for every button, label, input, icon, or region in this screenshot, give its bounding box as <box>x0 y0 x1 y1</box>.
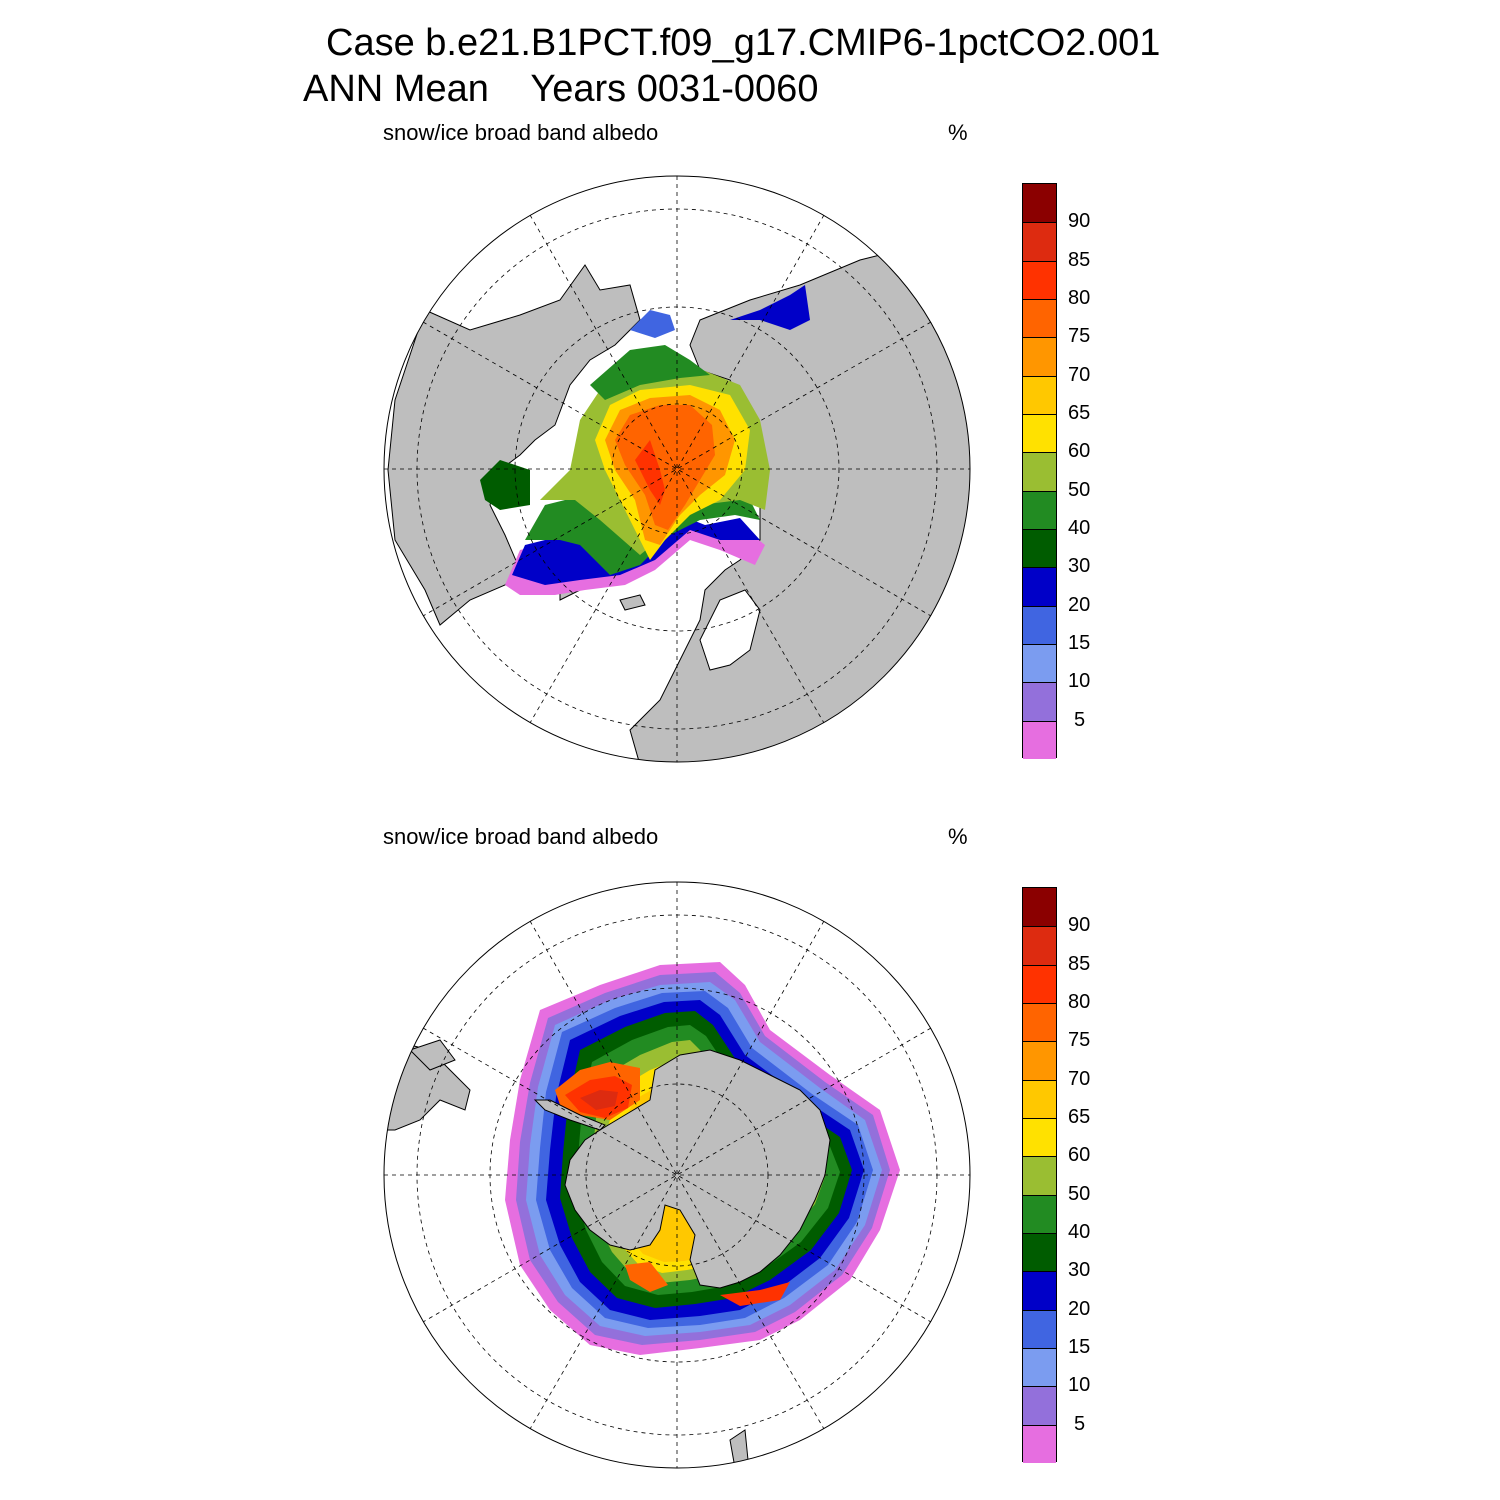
south-map-border <box>383 881 971 1469</box>
colorbar-tick-label: 15 <box>1068 1336 1091 1358</box>
north-ice-bering <box>630 310 675 338</box>
colorbar-tick-label: 50 <box>1068 478 1091 501</box>
north-graticule <box>384 176 970 762</box>
colorbar-tick-label: 50 <box>1068 1182 1091 1205</box>
colorbar-segment <box>1023 1194 1056 1233</box>
south-land-southamerica-tip <box>409 1039 456 1071</box>
colorbar-segment <box>1023 926 1056 965</box>
north-ice-okhotsk <box>730 285 810 330</box>
south-ice-band-85 <box>580 1090 618 1110</box>
colorbar-segment <box>1023 337 1056 376</box>
colorbar-tick-label: 70 <box>1068 1067 1091 1090</box>
colorbar-segment <box>1023 964 1056 1003</box>
north-polar-map <box>384 176 970 762</box>
colorbar-tick-label: 40 <box>1068 1221 1091 1243</box>
colorbar-segment <box>1023 452 1056 491</box>
colorbar-tick-label: 65 <box>1068 402 1091 424</box>
south-variable-label: snow/ice broad band albedo <box>383 824 659 849</box>
colorbar-segment <box>1023 1386 1056 1425</box>
north-land-scandinavia-coast <box>699 589 761 671</box>
north-ice-band-40b <box>590 345 710 400</box>
colorbar-segment <box>1023 184 1056 223</box>
colorbar-tick-label: 60 <box>1068 440 1091 463</box>
colorbar-segment <box>1023 1079 1056 1118</box>
colorbar-segment <box>1023 1002 1056 1042</box>
north-land-northamerica <box>387 264 641 626</box>
colorbar-tick-label: 70 <box>1068 363 1091 386</box>
colorbar-tick-label: 75 <box>1068 1029 1091 1052</box>
north-sea-ice <box>480 285 810 595</box>
south-polar-map <box>384 882 970 1468</box>
colorbar-segment <box>1023 1041 1056 1080</box>
colorbar-segment <box>1023 528 1056 568</box>
colorbar-segment <box>1023 682 1056 721</box>
colorbar-tick-label: 85 <box>1068 248 1091 271</box>
south-colorbar <box>1022 887 1057 1463</box>
colorbar-segment <box>1023 1347 1056 1387</box>
colorbar-segment <box>1023 413 1056 453</box>
colorbar-tick-label: 85 <box>1068 952 1091 975</box>
colorbar-tick-label: 80 <box>1068 287 1091 309</box>
colorbar-segment <box>1023 720 1056 759</box>
colorbar-tick-label: 40 <box>1068 517 1091 539</box>
colorbar-tick-label: 10 <box>1068 1374 1091 1397</box>
north-ice-band-80 <box>635 440 665 505</box>
colorbar-segment <box>1023 888 1056 927</box>
colorbar-segment <box>1023 260 1056 299</box>
colorbar-segment <box>1023 1232 1056 1272</box>
colorbar-segment <box>1023 1424 1056 1463</box>
south-land-peninsula <box>533 1099 606 1131</box>
colorbar-tick-label: 90 <box>1068 210 1091 233</box>
colorbar-tick-label: 20 <box>1068 593 1091 616</box>
colorbar-segment <box>1023 1156 1056 1195</box>
colorbar-tick-label: 30 <box>1068 555 1091 578</box>
colorbar-tick-label: 10 <box>1068 670 1091 693</box>
north-variable-label: snow/ice broad band albedo <box>383 120 659 145</box>
colorbar-tick-label: 80 <box>1068 991 1091 1013</box>
colorbar-segment <box>1023 298 1056 338</box>
colorbar-tick-label: 65 <box>1068 1106 1091 1128</box>
south-land-antarctica <box>564 1049 831 1289</box>
colorbar-segment <box>1023 1271 1056 1310</box>
south-ice-band-75b <box>625 1262 668 1292</box>
colorbar-tick-label: 90 <box>1068 914 1091 937</box>
south-graticule <box>384 882 970 1468</box>
colorbar-tick-label: 15 <box>1068 632 1091 654</box>
north-ice-band-75 <box>615 405 715 530</box>
colorbar-tick-label: 30 <box>1068 1259 1091 1282</box>
colorbar-segment <box>1023 567 1056 606</box>
colorbar-segment <box>1023 222 1056 261</box>
colorbar-segment <box>1023 643 1056 683</box>
colorbar-segment <box>1023 1117 1056 1157</box>
figure-title-case: Case b.e21.B1PCT.f09_g17.CMIP6-1pctCO2.0… <box>326 22 1161 64</box>
north-colorbar <box>1022 183 1057 759</box>
colorbar-tick-label: 75 <box>1068 325 1091 348</box>
colorbar-tick-label: 5 <box>1074 708 1086 731</box>
north-land-iceland <box>619 594 646 611</box>
south-units-label: % <box>948 824 968 849</box>
colorbar-segment <box>1023 375 1056 414</box>
south-ice-band-80b <box>720 1282 790 1306</box>
colorbar-tick-label: 60 <box>1068 1144 1091 1167</box>
north-map-border <box>383 175 971 763</box>
north-units-label: % <box>948 120 968 145</box>
colorbar-segment <box>1023 490 1056 529</box>
colorbar-segment <box>1023 605 1056 644</box>
colorbar-tick-label: 5 <box>1074 1412 1086 1435</box>
colorbar-segment <box>1023 1309 1056 1348</box>
colorbar-tick-label: 20 <box>1068 1297 1091 1320</box>
figure-title-period: ANN Mean Years 0031-0060 <box>303 68 819 110</box>
north-land <box>387 249 970 762</box>
